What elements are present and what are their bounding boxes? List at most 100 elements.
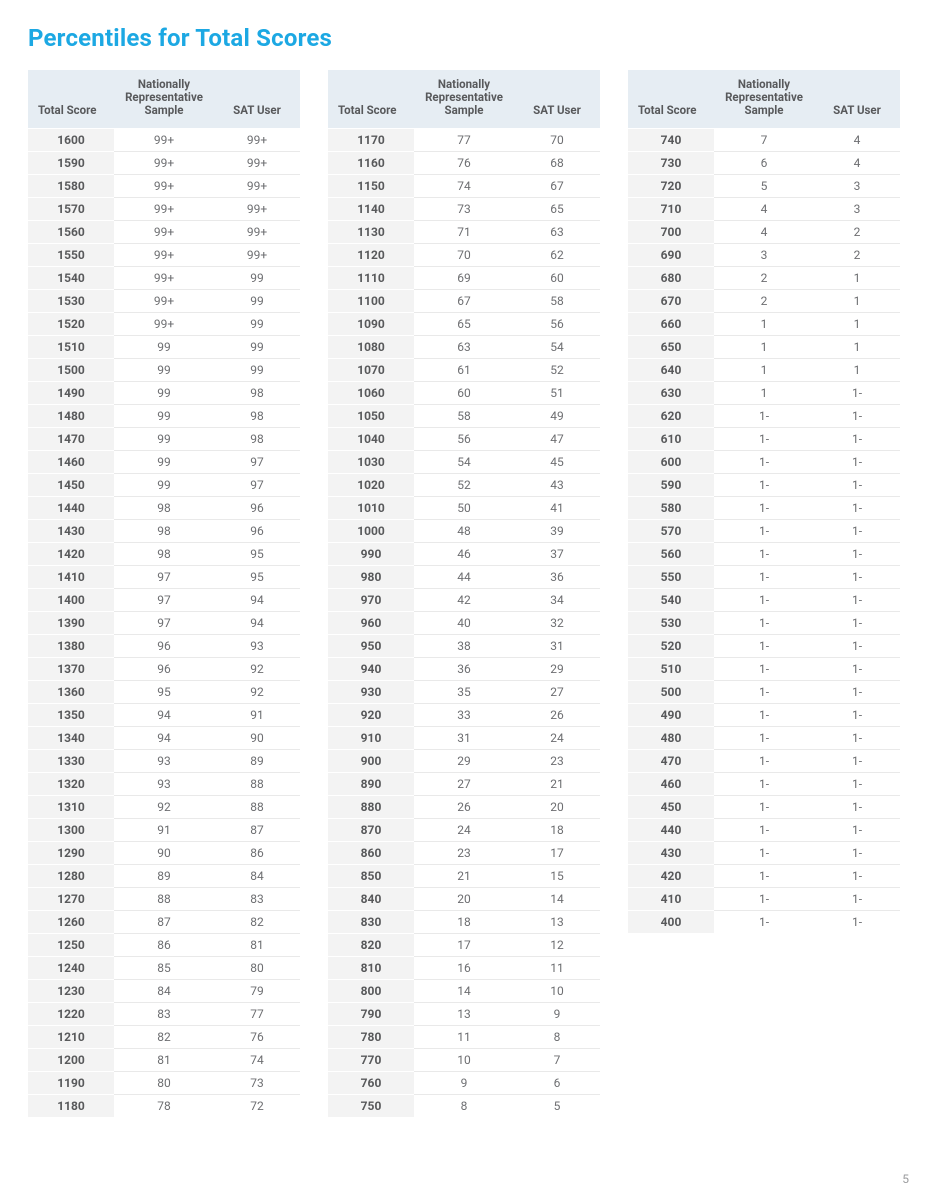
score-cell: 810 xyxy=(328,956,414,979)
table-row: 156099+99+ xyxy=(28,220,300,243)
nrs-cell: 31 xyxy=(414,726,514,749)
table-row: 8402014 xyxy=(328,887,600,910)
score-cell: 1250 xyxy=(28,933,114,956)
sat-user-cell: 1- xyxy=(814,818,900,841)
score-cell: 1120 xyxy=(328,243,414,266)
sat-user-cell: 1- xyxy=(814,634,900,657)
score-cell: 970 xyxy=(328,588,414,611)
nrs-cell: 8 xyxy=(414,1094,514,1117)
table-row: 12108276 xyxy=(28,1025,300,1048)
nrs-cell: 74 xyxy=(414,174,514,197)
score-cell: 980 xyxy=(328,565,414,588)
table-row: 4301-1- xyxy=(628,841,900,864)
header-nrs: Nationally Representative Sample xyxy=(414,70,514,128)
sat-user-cell: 67 xyxy=(514,174,600,197)
score-cell: 1050 xyxy=(328,404,414,427)
score-cell: 820 xyxy=(328,933,414,956)
sat-user-cell: 18 xyxy=(514,818,600,841)
table-row: 4001-1- xyxy=(628,910,900,933)
table-row: 5201-1- xyxy=(628,634,900,657)
percentile-table: Total ScoreNationally Representative Sam… xyxy=(28,70,300,1117)
nrs-cell: 83 xyxy=(114,1002,214,1025)
nrs-cell: 71 xyxy=(414,220,514,243)
nrs-cell: 88 xyxy=(114,887,214,910)
sat-user-cell: 1- xyxy=(814,381,900,404)
nrs-cell: 1- xyxy=(714,542,814,565)
score-cell: 1530 xyxy=(28,289,114,312)
table-row: 5901-1- xyxy=(628,473,900,496)
sat-user-cell: 43 xyxy=(514,473,600,496)
nrs-cell: 97 xyxy=(114,565,214,588)
score-cell: 1490 xyxy=(28,381,114,404)
sat-user-cell: 36 xyxy=(514,565,600,588)
score-cell: 600 xyxy=(628,450,714,473)
nrs-cell: 73 xyxy=(414,197,514,220)
sat-user-cell: 1- xyxy=(814,565,900,588)
score-cell: 1310 xyxy=(28,795,114,818)
nrs-cell: 50 xyxy=(414,496,514,519)
table-row: 780118 xyxy=(328,1025,600,1048)
score-cell: 1520 xyxy=(28,312,114,335)
sat-user-cell: 1- xyxy=(814,542,900,565)
nrs-cell: 96 xyxy=(114,634,214,657)
nrs-cell: 82 xyxy=(114,1025,214,1048)
header-total-score: Total Score xyxy=(28,70,114,128)
table-row: 8802620 xyxy=(328,795,600,818)
score-cell: 470 xyxy=(628,749,714,772)
header-nrs: Nationally Representative Sample xyxy=(114,70,214,128)
sat-user-cell: 96 xyxy=(214,519,300,542)
score-cell: 590 xyxy=(628,473,714,496)
sat-user-cell: 1- xyxy=(814,726,900,749)
nrs-cell: 1- xyxy=(714,818,814,841)
sat-user-cell: 92 xyxy=(214,657,300,680)
nrs-cell: 14 xyxy=(414,979,514,1002)
score-cell: 530 xyxy=(628,611,714,634)
table-row: 13809693 xyxy=(28,634,300,657)
nrs-cell: 93 xyxy=(114,749,214,772)
score-cell: 1450 xyxy=(28,473,114,496)
sat-user-cell: 8 xyxy=(514,1025,600,1048)
score-cell: 1360 xyxy=(28,680,114,703)
score-cell: 1560 xyxy=(28,220,114,243)
nrs-cell: 99+ xyxy=(114,266,214,289)
table-row: 5401-1- xyxy=(628,588,900,611)
table-row: 10706152 xyxy=(328,358,600,381)
table-row: 13009187 xyxy=(28,818,300,841)
nrs-cell: 1- xyxy=(714,611,814,634)
table-row: 12708883 xyxy=(28,887,300,910)
score-cell: 1410 xyxy=(28,565,114,588)
score-cell: 440 xyxy=(628,818,714,841)
sat-user-cell: 70 xyxy=(514,128,600,151)
nrs-cell: 10 xyxy=(414,1048,514,1071)
table-row: 15009999 xyxy=(28,358,300,381)
nrs-cell: 56 xyxy=(414,427,514,450)
table-row: 14009794 xyxy=(28,588,300,611)
table-row: 14509997 xyxy=(28,473,300,496)
score-cell: 1190 xyxy=(28,1071,114,1094)
sat-user-cell: 1- xyxy=(814,887,900,910)
score-cell: 1340 xyxy=(28,726,114,749)
table-row: 152099+99 xyxy=(28,312,300,335)
sat-user-cell: 6 xyxy=(514,1071,600,1094)
sat-user-cell: 63 xyxy=(514,220,600,243)
sat-user-cell: 1- xyxy=(814,519,900,542)
score-cell: 1090 xyxy=(328,312,414,335)
score-cell: 1200 xyxy=(28,1048,114,1071)
nrs-cell: 99 xyxy=(114,450,214,473)
table-row: 8301813 xyxy=(328,910,600,933)
sat-user-cell: 1- xyxy=(814,427,900,450)
nrs-cell: 61 xyxy=(414,358,514,381)
nrs-cell: 1- xyxy=(714,450,814,473)
score-cell: 660 xyxy=(628,312,714,335)
sat-user-cell: 9 xyxy=(514,1002,600,1025)
table-row: 6001-1- xyxy=(628,450,900,473)
sat-user-cell: 20 xyxy=(514,795,600,818)
table-row: 13909794 xyxy=(28,611,300,634)
sat-user-cell: 4 xyxy=(814,151,900,174)
table-row: 13209388 xyxy=(28,772,300,795)
nrs-cell: 1- xyxy=(714,887,814,910)
nrs-cell: 21 xyxy=(414,864,514,887)
nrs-cell: 1- xyxy=(714,703,814,726)
table-row: 14809998 xyxy=(28,404,300,427)
score-cell: 1540 xyxy=(28,266,114,289)
